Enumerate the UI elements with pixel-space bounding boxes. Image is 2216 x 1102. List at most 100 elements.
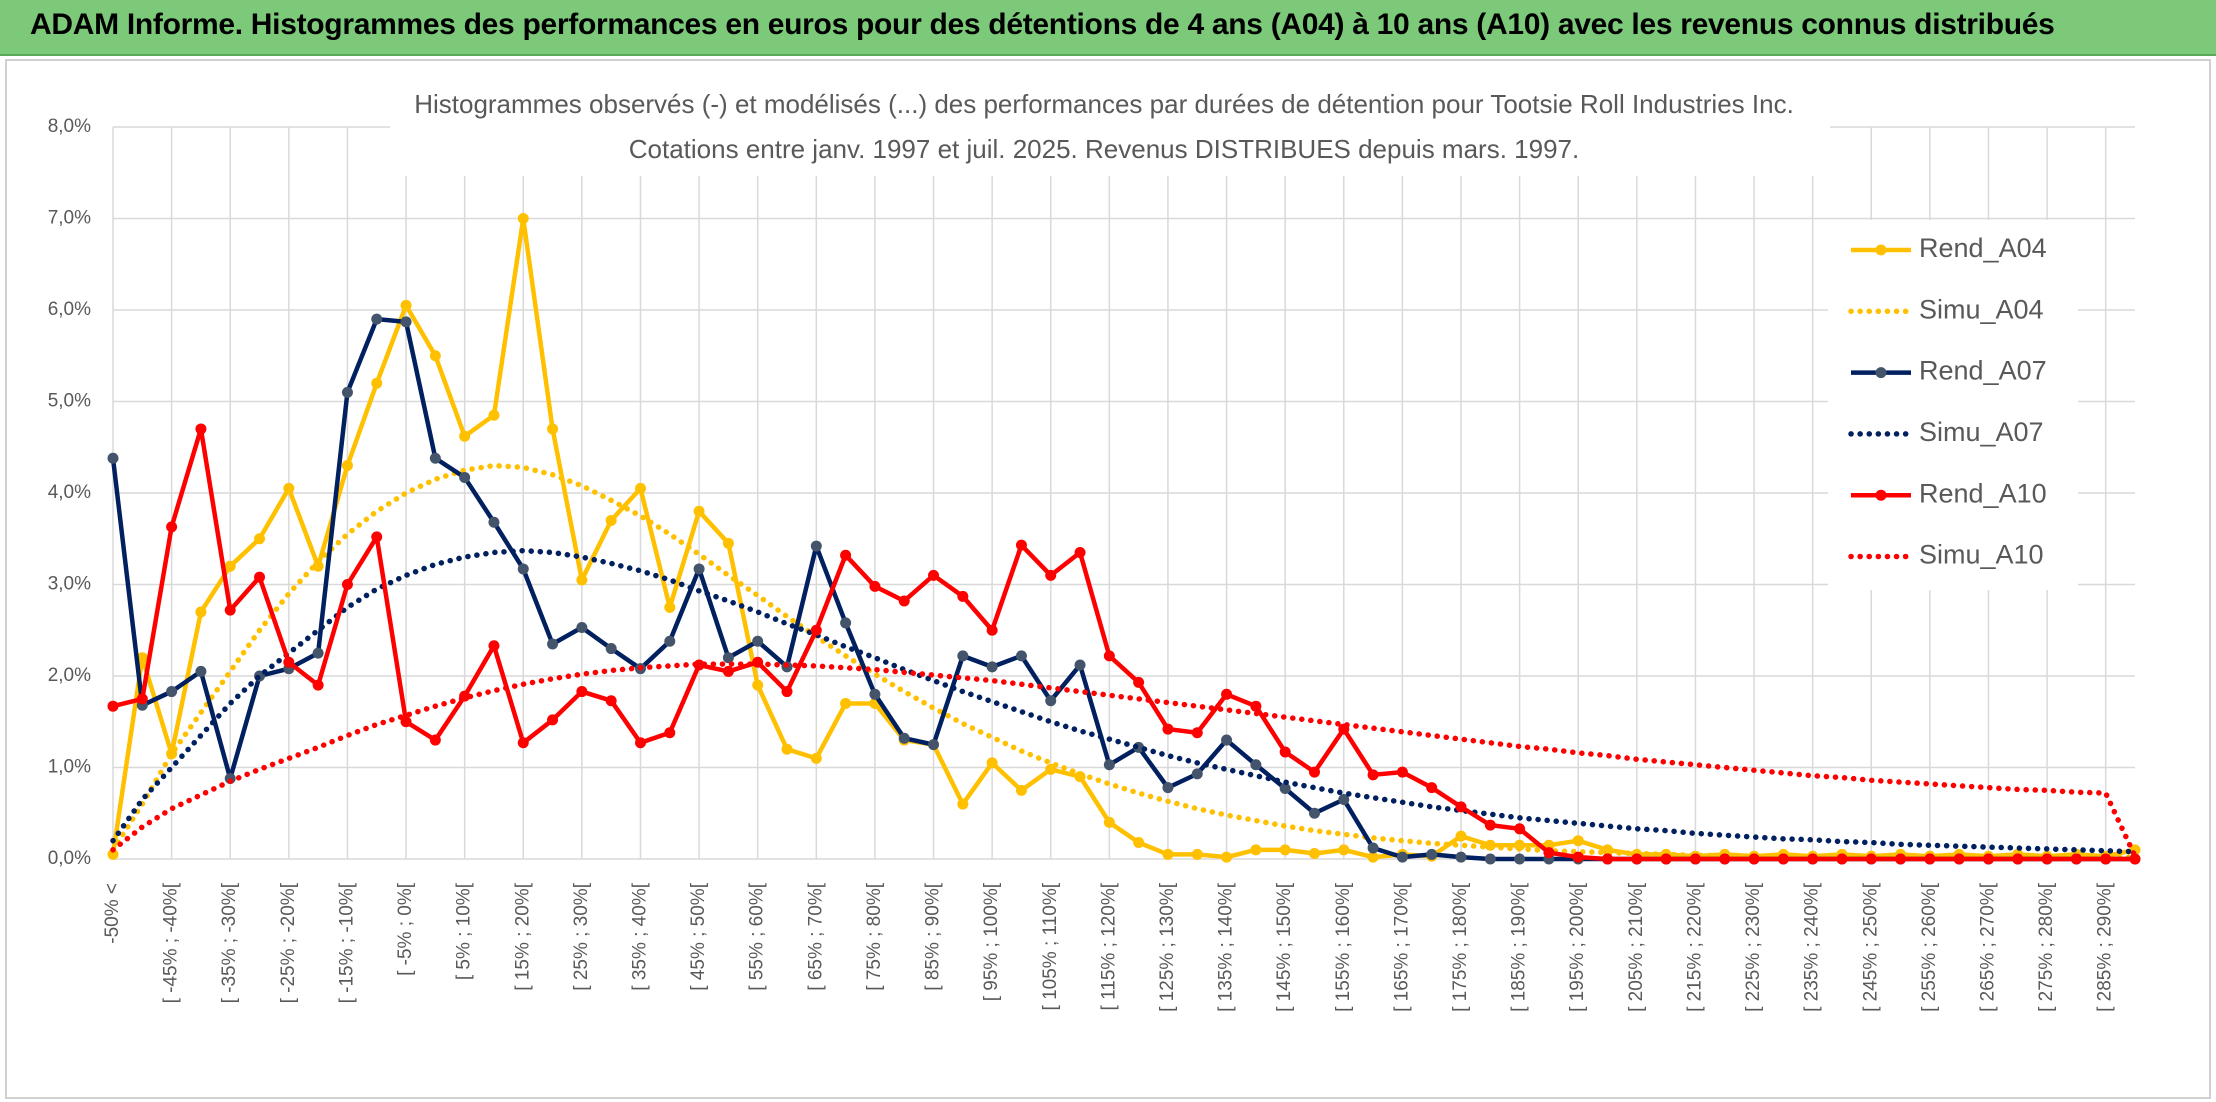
series-marker <box>634 482 646 494</box>
series-marker <box>1455 851 1467 863</box>
series-marker <box>1807 853 1819 865</box>
series-marker <box>1133 676 1145 688</box>
x-tick-label: [ -25% ; -20%[ <box>278 882 299 1003</box>
series-marker <box>1250 759 1262 771</box>
series-marker <box>1279 783 1291 795</box>
series-marker <box>1279 746 1291 758</box>
series-marker <box>869 688 881 700</box>
series-marker <box>1484 853 1496 865</box>
series-marker <box>2070 853 2082 865</box>
series-marker <box>136 652 148 664</box>
series-marker <box>1338 844 1350 856</box>
title-box <box>390 86 1830 176</box>
series-marker <box>898 595 910 607</box>
series-marker <box>1162 782 1174 794</box>
series-marker <box>1279 844 1291 856</box>
y-tick-label: 1,0% <box>48 757 91 778</box>
series-marker <box>1103 816 1115 828</box>
series-marker <box>840 549 852 561</box>
series-marker <box>840 697 852 709</box>
legend-marker <box>1875 489 1887 501</box>
series-marker <box>869 580 881 592</box>
series-marker <box>722 537 734 549</box>
series-marker <box>1426 848 1438 860</box>
series-marker <box>429 734 441 746</box>
series-marker <box>517 563 529 575</box>
y-tick-label: 7,0% <box>48 208 91 229</box>
x-tick-label: [ 145% ; 150%[ <box>1274 882 1295 1012</box>
legend-marker <box>1875 367 1887 379</box>
series-marker <box>107 452 119 464</box>
series-marker <box>1514 853 1526 865</box>
series-marker <box>810 540 822 552</box>
series-marker <box>840 617 852 629</box>
chart-subtitle: Cotations entre janv. 1997 et juil. 2025… <box>629 134 1579 164</box>
series-marker <box>1308 766 1320 778</box>
series-line <box>110 547 2138 855</box>
series-marker <box>1103 650 1115 662</box>
series-marker <box>605 514 617 526</box>
series-marker <box>429 452 441 464</box>
series-marker <box>283 656 295 668</box>
series-marker <box>928 739 940 751</box>
series-marker <box>517 213 529 224</box>
series-marker <box>371 313 383 325</box>
series-marker <box>459 430 471 442</box>
x-tick-label: [ 55% ; 60%[ <box>747 882 768 990</box>
y-tick-label: 8,0% <box>48 116 91 137</box>
y-tick-label: 5,0% <box>48 391 91 412</box>
y-tick-label: 4,0% <box>48 482 91 503</box>
series-marker <box>752 635 764 647</box>
series-marker <box>1191 768 1203 780</box>
series-marker <box>312 647 324 659</box>
series-marker <box>1865 853 1877 865</box>
x-tick-label: [ 85% ; 90%[ <box>923 882 944 990</box>
series-marker <box>957 650 969 662</box>
series-marker <box>986 757 998 769</box>
series-marker <box>1015 539 1027 551</box>
series-marker <box>166 686 178 698</box>
legend: Rend_A04 Simu_A04 Rend_A07 Simu_A07 Rend_A10… <box>1848 233 2047 570</box>
series-marker <box>107 848 119 860</box>
header: ADAM Informe. Histogrammes des performan… <box>0 0 2216 56</box>
series-marker <box>1543 847 1555 859</box>
x-tick-label: [ 25% ; 30%[ <box>571 882 592 990</box>
series-marker <box>1455 801 1467 813</box>
x-tick-label: [ 195% ; 200%[ <box>1567 882 1588 1012</box>
x-tick-label: [ 225% ; 230%[ <box>1743 882 1764 1012</box>
x-tick-label: [ 285% ; 290%[ <box>2095 882 2116 1012</box>
legend-marker <box>1875 244 1887 256</box>
y-tick-label: 2,0% <box>48 665 91 686</box>
series-marker <box>1015 784 1027 796</box>
series-marker <box>1015 650 1027 662</box>
series-marker <box>254 571 266 583</box>
series-marker <box>1162 848 1174 860</box>
series-marker <box>1748 853 1760 865</box>
series-marker <box>1367 851 1379 863</box>
series-marker <box>957 798 969 810</box>
series-marker <box>1045 569 1057 581</box>
series-marker <box>986 661 998 673</box>
legend-label: Rend_A04 <box>1919 233 2047 263</box>
series-marker <box>224 560 236 572</box>
legend-label: Rend_A07 <box>1919 356 2047 386</box>
x-tick-label: [ 275% ; 280%[ <box>2036 882 2057 1012</box>
series-marker <box>1221 734 1233 746</box>
series-marker <box>1045 695 1057 707</box>
series-marker <box>1396 766 1408 778</box>
chart: Histogrammes observés (-) et modélisés (… <box>5 59 2211 1099</box>
series-marker <box>341 386 353 398</box>
x-tick-label: [ 185% ; 190%[ <box>1509 882 1530 1012</box>
x-tick-label: [ -15% ; -10%[ <box>336 882 357 1003</box>
series-marker <box>547 714 559 726</box>
series-marker <box>547 638 559 650</box>
series-line <box>110 216 2136 860</box>
series-marker <box>1191 727 1203 739</box>
series-marker <box>722 665 734 677</box>
series-marker <box>1572 851 1584 863</box>
series-marker <box>400 716 412 728</box>
x-tick-label: [ 125% ; 130%[ <box>1157 882 1178 1012</box>
series-marker <box>576 686 588 698</box>
series-line <box>110 661 2138 859</box>
series-marker <box>312 560 324 572</box>
